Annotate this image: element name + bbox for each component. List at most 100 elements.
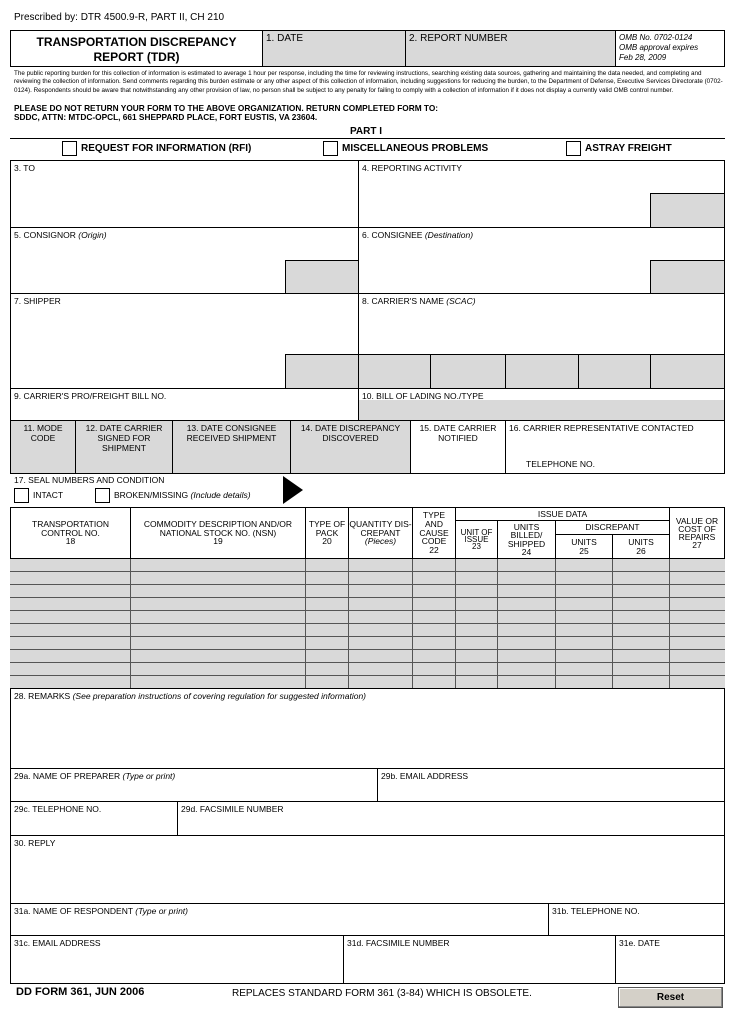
column-divider xyxy=(130,559,131,571)
astray-label: ASTRAY FREIGHT xyxy=(585,143,672,155)
date-carrier-notified-field[interactable]: 15. DATE CARRIER NOTIFIED xyxy=(410,420,506,474)
reporting-activity-label: 4. REPORTING ACTIVITY xyxy=(362,163,462,173)
checkbox[interactable] xyxy=(14,488,29,503)
remarks-field[interactable]: 28. REMARKS (See preparation instruction… xyxy=(10,688,725,769)
carrier-name-label: 8. CARRIER'S NAME xyxy=(362,296,444,306)
table-row[interactable] xyxy=(10,624,725,637)
column-divider xyxy=(348,676,349,688)
column-divider xyxy=(455,585,456,597)
column-divider xyxy=(412,611,413,623)
column-divider xyxy=(455,598,456,610)
column-divider xyxy=(612,611,613,623)
checkbox-broken[interactable]: BROKEN/MISSING (Include details) xyxy=(95,488,251,503)
col-18-num: 18 xyxy=(65,536,76,547)
table-row[interactable] xyxy=(10,650,725,663)
column-divider xyxy=(348,598,349,610)
table-row[interactable] xyxy=(10,572,725,585)
column-divider xyxy=(130,624,131,636)
omb-number: OMB No. 0702-0124 xyxy=(619,33,693,42)
checkbox[interactable] xyxy=(323,141,338,156)
column-divider xyxy=(412,585,413,597)
column-divider xyxy=(669,624,670,636)
date-carrier-signed-field[interactable]: 12. DATE CARRIER SIGNED FOR SHIPMENT xyxy=(75,420,173,474)
carrier-code-2[interactable] xyxy=(430,354,506,389)
col-20-num: 20 xyxy=(322,536,332,547)
carrier-code-4[interactable] xyxy=(578,354,651,389)
shipper-code[interactable] xyxy=(285,354,359,389)
column-divider xyxy=(669,559,670,571)
freight-bill-field[interactable]: 9. CARRIER'S PRO/FREIGHT BILL NO. xyxy=(10,388,359,421)
col-26-title: UNITS xyxy=(628,536,654,547)
table-row[interactable] xyxy=(10,585,725,598)
date-discrepancy-field[interactable]: 14. DATE DISCREPANCY DISCOVERED xyxy=(290,420,411,474)
carrier-code-3[interactable] xyxy=(505,354,579,389)
col-19-num: 19 xyxy=(213,536,223,547)
checkbox[interactable] xyxy=(95,488,110,503)
table-row[interactable] xyxy=(10,559,725,572)
bill-of-lading-field[interactable]: 10. BILL OF LADING NO./TYPE xyxy=(358,388,725,421)
telephone-label: TELEPHONE NO. xyxy=(526,459,595,469)
form-title: TRANSPORTATION DISCREPANCY REPORT (TDR) xyxy=(10,30,263,67)
issue-data-header: ISSUE DATA xyxy=(455,507,670,521)
preparer-email-field[interactable]: 29b. EMAIL ADDRESS xyxy=(377,768,725,802)
reply-field[interactable]: 30. REPLY xyxy=(10,835,725,904)
column-divider xyxy=(669,585,670,597)
prescribed-by: Prescribed by: DTR 4500.9-R, PART II, CH… xyxy=(14,12,225,23)
carrier-rep-field[interactable]: 16. CARRIER REPRESENTATIVE CONTACTED TELE… xyxy=(505,420,725,474)
respondent-phone-label: 31b. TELEPHONE NO. xyxy=(552,906,640,916)
table-row[interactable] xyxy=(10,598,725,611)
to-field[interactable]: 3. TO xyxy=(10,160,359,228)
consignor-code[interactable] xyxy=(285,260,359,294)
column-divider xyxy=(348,637,349,649)
col-21: QUANTITY DIS-CREPANT (Pieces) xyxy=(348,507,413,559)
table-row[interactable] xyxy=(10,663,725,676)
checkbox-misc[interactable]: MISCELLANEOUS PROBLEMS xyxy=(323,141,488,156)
column-divider xyxy=(555,572,556,584)
col-25-num: 25 xyxy=(579,545,589,556)
respondent-fax-field[interactable]: 31d. FACSIMILE NUMBER xyxy=(343,935,616,984)
column-divider xyxy=(412,624,413,636)
mode-code-field[interactable]: 11. MODE CODE xyxy=(10,420,76,474)
preparer-name-field[interactable]: 29a. NAME OF PREPARER (Type or print) xyxy=(10,768,378,802)
carrier-code-1[interactable] xyxy=(358,354,431,389)
column-divider xyxy=(348,559,349,571)
column-divider xyxy=(455,650,456,662)
checkbox-astray[interactable]: ASTRAY FREIGHT xyxy=(566,141,672,156)
respondent-date-label: 31e. DATE xyxy=(619,938,660,948)
column-divider xyxy=(455,624,456,636)
column-divider xyxy=(555,598,556,610)
col-26-num: 26 xyxy=(636,545,646,556)
checkbox[interactable] xyxy=(62,141,77,156)
report-number-field[interactable]: 2. REPORT NUMBER xyxy=(405,30,616,67)
carrier-rep-label: 16. CARRIER REPRESENTATIVE CONTACTED xyxy=(509,423,694,433)
preparer-phone-field[interactable]: 29c. TELEPHONE NO. xyxy=(10,801,178,836)
date-label: 1. DATE xyxy=(266,33,304,44)
respondent-date-field[interactable]: 31e. DATE xyxy=(615,935,725,984)
table-row[interactable] xyxy=(10,637,725,650)
respondent-name-field[interactable]: 31a. NAME OF RESPONDENT (Type or print) xyxy=(10,903,549,936)
date-field[interactable]: 1. DATE xyxy=(262,30,406,67)
checkbox-rfi[interactable]: REQUEST FOR INFORMATION (RFI) xyxy=(62,141,251,156)
column-divider xyxy=(555,624,556,636)
respondent-email-field[interactable]: 31c. EMAIL ADDRESS xyxy=(10,935,344,984)
preparer-fax-field[interactable]: 29d. FACSIMILE NUMBER xyxy=(177,801,725,836)
table-row[interactable] xyxy=(10,611,725,624)
consignee-code[interactable] xyxy=(650,260,725,294)
date-consignee-received-field[interactable]: 13. DATE CONSIGNEE RECEIVED SHIPMENT xyxy=(172,420,291,474)
col-24-title: UNITS BILLED/ SHIPPED xyxy=(507,522,546,549)
column-divider xyxy=(669,572,670,584)
checkbox[interactable] xyxy=(566,141,581,156)
freight-bill-label: 9. CARRIER'S PRO/FREIGHT BILL NO. xyxy=(14,391,167,401)
preparer-email-label: 29b. EMAIL ADDRESS xyxy=(381,771,469,781)
return-line-1: PLEASE DO NOT RETURN YOUR FORM TO THE AB… xyxy=(14,103,439,113)
reset-button[interactable]: Reset xyxy=(618,987,723,1008)
reporting-activity-code[interactable] xyxy=(650,193,725,228)
carrier-code-5[interactable] xyxy=(650,354,725,389)
column-divider xyxy=(305,611,306,623)
respondent-phone-field[interactable]: 31b. TELEPHONE NO. xyxy=(548,903,725,936)
column-divider xyxy=(497,624,498,636)
col-20-title: TYPE OF PACK xyxy=(308,518,346,538)
date-consignee-received-label: 13. DATE CONSIGNEE RECEIVED SHIPMENT xyxy=(186,423,277,443)
checkbox-intact[interactable]: INTACT xyxy=(14,488,63,503)
column-divider xyxy=(497,559,498,571)
